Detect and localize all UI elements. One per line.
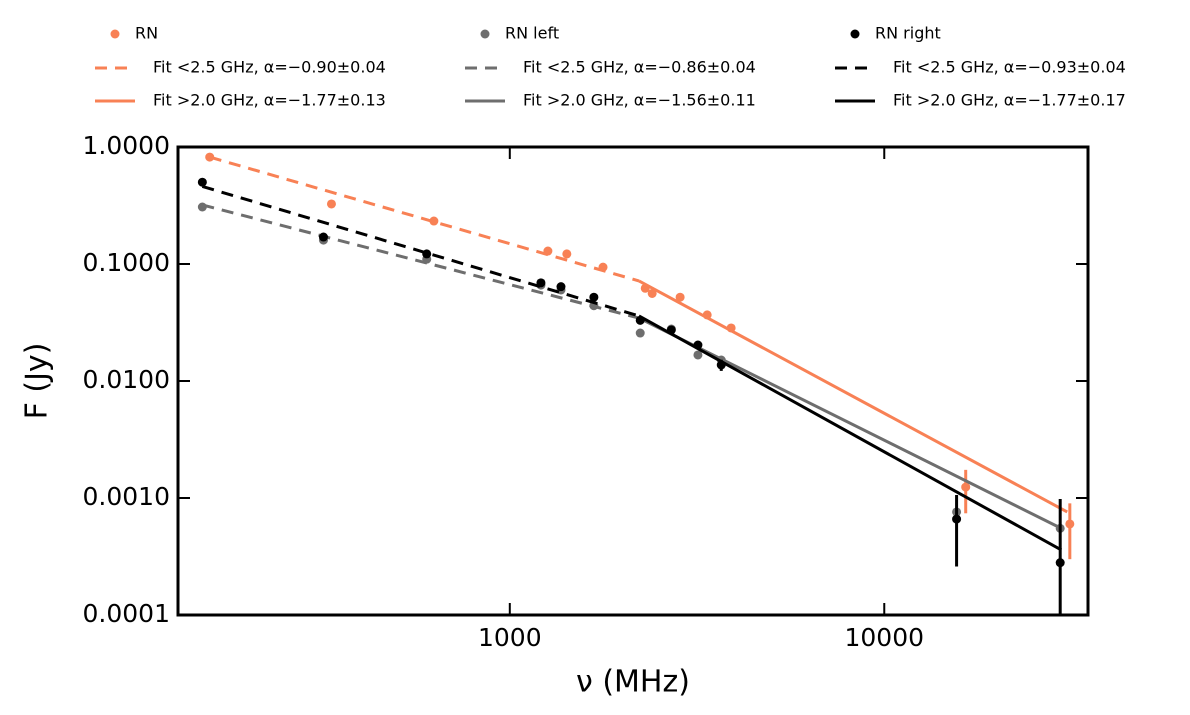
data-point bbox=[1065, 519, 1075, 529]
legend-label: Fit <2.5 GHz, α=−0.93±0.04 bbox=[893, 58, 1126, 77]
data-point bbox=[197, 177, 207, 187]
data-point bbox=[1055, 558, 1065, 568]
data-point bbox=[326, 199, 336, 209]
legend-label: RN left bbox=[505, 24, 559, 43]
legend-marker bbox=[480, 29, 490, 39]
legend-label: RN right bbox=[875, 24, 941, 43]
plot-area bbox=[197, 152, 1075, 615]
legend-label: Fit <2.5 GHz, α=−0.90±0.04 bbox=[153, 58, 386, 77]
data-point bbox=[429, 216, 439, 226]
y-axis-label: F (Jy) bbox=[20, 343, 55, 420]
data-point bbox=[635, 328, 645, 338]
data-point bbox=[961, 482, 971, 492]
y-tick-label: 0.0010 bbox=[83, 482, 170, 511]
legend-marker bbox=[850, 29, 860, 39]
plot-frame bbox=[176, 145, 1090, 617]
x-tick-label: 1000 bbox=[478, 623, 542, 652]
data-point bbox=[556, 282, 566, 292]
x-tick-label: 10000 bbox=[844, 623, 924, 652]
y-tick-label: 0.0100 bbox=[83, 365, 170, 394]
data-point bbox=[647, 288, 657, 298]
data-point bbox=[675, 292, 685, 302]
y-tick-label: 0.1000 bbox=[83, 248, 170, 277]
data-point bbox=[589, 292, 599, 302]
data-point bbox=[318, 232, 328, 242]
fit-line bbox=[638, 316, 1062, 530]
data-point bbox=[562, 249, 572, 259]
legend-label: Fit >2.0 GHz, α=−1.77±0.13 bbox=[153, 91, 386, 110]
fit-line bbox=[201, 185, 640, 318]
y-tick-label: 1.0000 bbox=[83, 131, 170, 160]
fit-line bbox=[209, 155, 640, 283]
legend-label: Fit <2.5 GHz, α=−0.86±0.04 bbox=[523, 58, 756, 77]
fit-line bbox=[638, 279, 1068, 514]
fit-line bbox=[201, 203, 640, 320]
legend-label: RN bbox=[135, 24, 158, 43]
data-point bbox=[693, 350, 703, 360]
data-point bbox=[952, 514, 962, 524]
y-tick-label: 0.0001 bbox=[83, 599, 170, 628]
legend-label: Fit >2.0 GHz, α=−1.56±0.11 bbox=[523, 91, 756, 110]
legend-label: Fit >2.0 GHz, α=−1.77±0.17 bbox=[893, 91, 1126, 110]
legend-marker bbox=[110, 29, 120, 39]
fit-line bbox=[638, 314, 1063, 552]
x-axis-label: ν (MHz) bbox=[576, 665, 690, 700]
